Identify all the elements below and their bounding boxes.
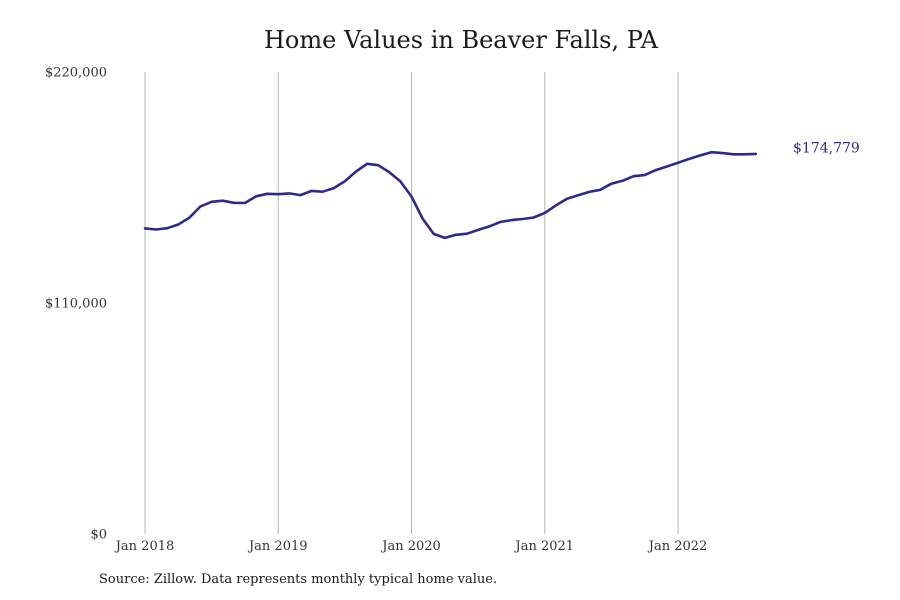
- y-tick-label: $220,000: [45, 66, 107, 81]
- x-tick-label: Jan 2022: [647, 539, 708, 554]
- y-axis-tick-labels: $0 $110,000 $220,000: [45, 66, 107, 543]
- x-tick-label: Jan 2018: [114, 539, 175, 554]
- x-tick-label: Jan 2019: [247, 539, 308, 554]
- chart-title: Home Values in Beaver Falls, PA: [264, 26, 658, 54]
- x-tick-label: Jan 2020: [380, 539, 441, 554]
- x-tick-label: Jan 2021: [514, 539, 575, 554]
- y-tick-label: $110,000: [45, 297, 107, 312]
- source-note: Source: Zillow. Data represents monthly …: [99, 572, 498, 587]
- x-axis-tick-labels: Jan 2018 Jan 2019 Jan 2020 Jan 2021 Jan 2022: [114, 539, 708, 554]
- vertical-gridlines: [144, 72, 679, 534]
- end-label-layer: $174,779: [793, 140, 860, 156]
- series-line-0: [143, 150, 758, 240]
- end-value-label: $174,779: [793, 140, 860, 156]
- y-tick-label: $0: [90, 528, 107, 543]
- series-layer: [143, 150, 758, 240]
